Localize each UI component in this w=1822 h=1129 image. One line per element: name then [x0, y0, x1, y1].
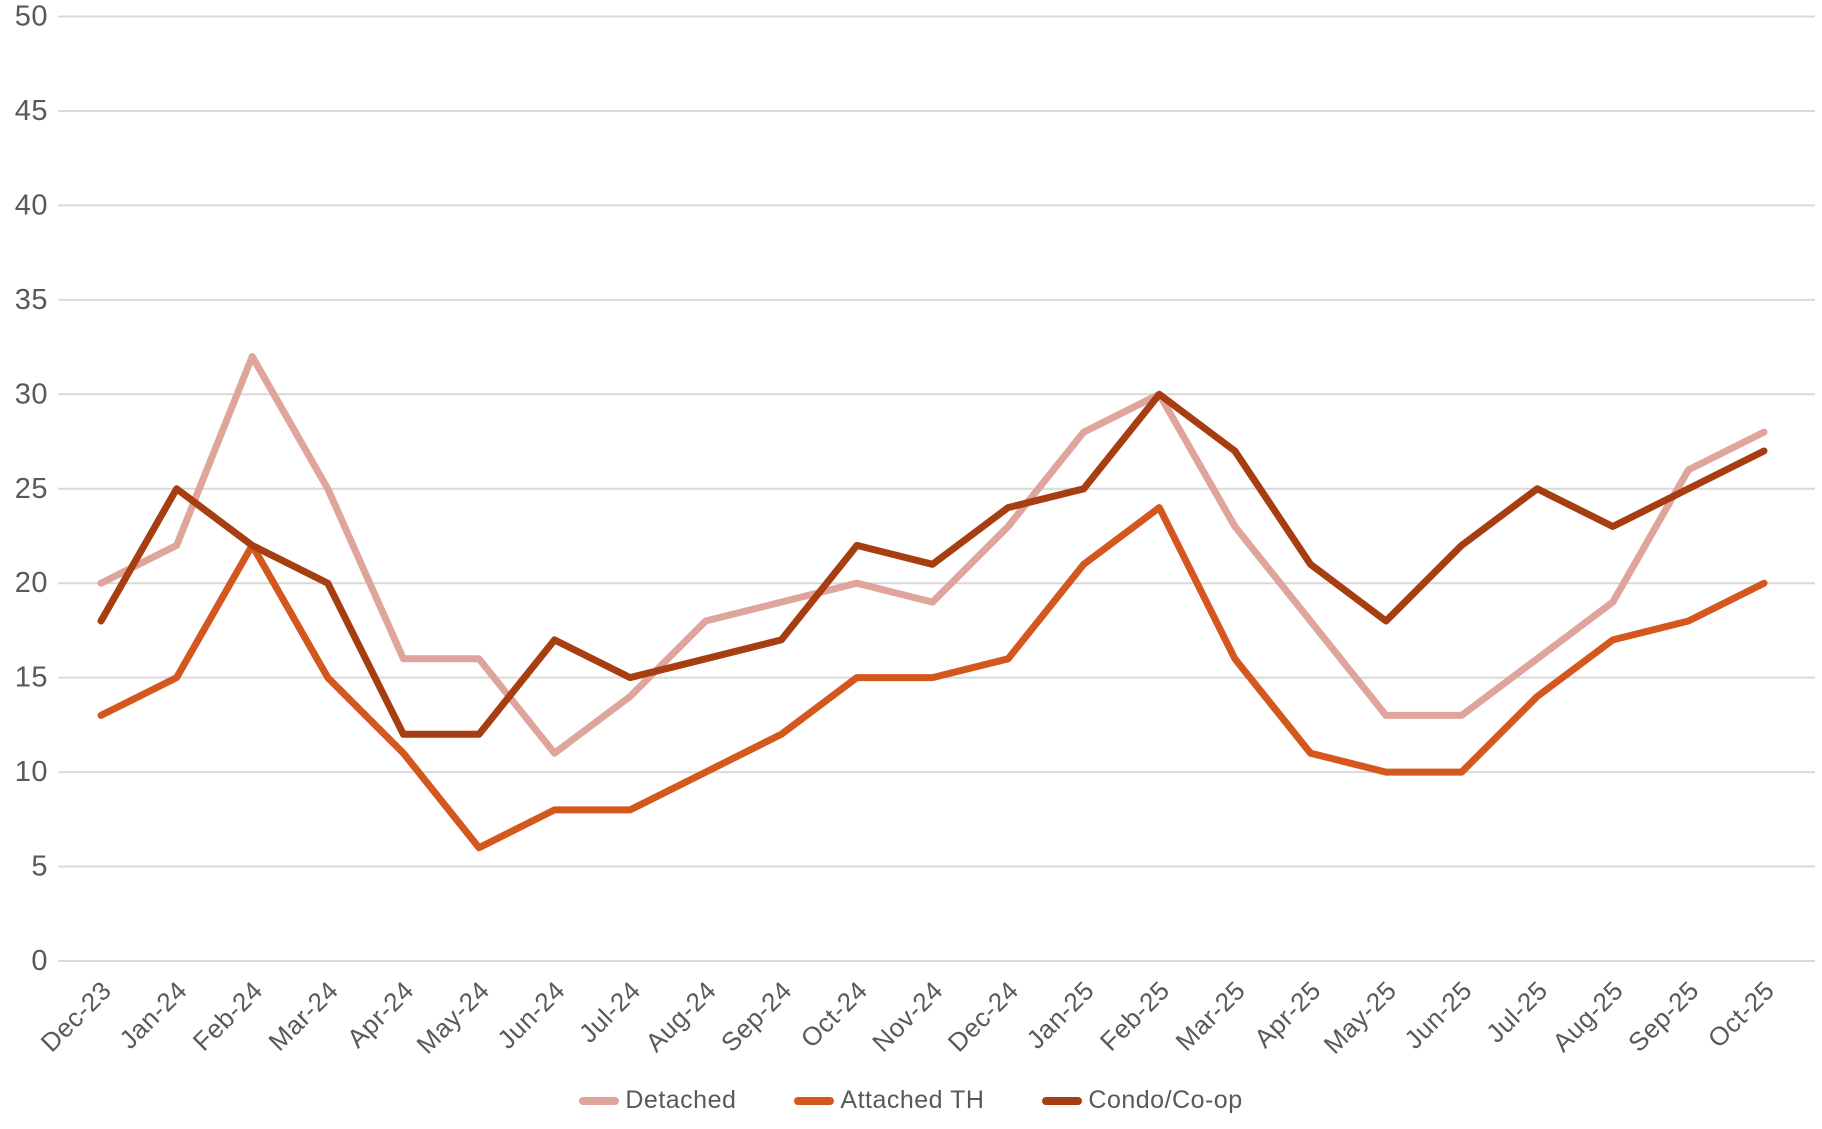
gridlines [58, 15, 1815, 962]
x-tick-label: Apr-24 [341, 975, 420, 1054]
y-tick-label: 45 [15, 95, 48, 127]
x-tick-label: Aug-25 [1546, 975, 1629, 1058]
y-axis-labels: 0 5 10 15 20 25 30 35 40 45 50 [15, 1, 48, 978]
y-tick-label: 40 [15, 189, 48, 221]
y-tick-label: 25 [15, 473, 48, 505]
x-tick-label: Oct-24 [795, 975, 874, 1054]
x-tick-label: Aug-24 [639, 975, 722, 1058]
y-tick-label: 30 [15, 378, 48, 410]
y-tick-label: 35 [15, 284, 48, 316]
series-line-attached-th [97, 504, 1768, 852]
legend-label-attached-th: Attached TH [840, 1086, 985, 1114]
y-tick-label: 20 [15, 567, 48, 599]
x-tick-label: Feb-24 [187, 975, 269, 1057]
x-tick-label: Dec-24 [942, 975, 1025, 1058]
x-axis-labels: Dec-23Jan-24Feb-24Mar-24Apr-24May-24Jun-… [35, 975, 1781, 1060]
series-line-condo-co-op [97, 390, 1768, 738]
legend: Detached Attached TH Condo/Co-op [0, 1086, 1822, 1115]
legend-swatch-condo-co-op [1042, 1096, 1083, 1105]
legend-item-condo-co-op[interactable]: Condo/Co-op [1042, 1086, 1242, 1115]
x-tick-label: Nov-24 [866, 975, 949, 1058]
x-tick-label: Dec-23 [35, 975, 118, 1058]
x-tick-label: Mar-25 [1170, 975, 1252, 1057]
x-tick-label: Jan-25 [1020, 975, 1100, 1055]
y-tick-label: 5 [31, 851, 48, 883]
x-tick-label: Jul-24 [573, 975, 646, 1048]
line-chart-canvas: 05101520253035404550Dec-23Jan-24Feb-24Ma… [15, 1, 1815, 1060]
x-tick-label: Oct-25 [1702, 975, 1781, 1054]
y-tick-label: 0 [31, 945, 48, 977]
legend-swatch-attached-th [794, 1096, 835, 1105]
x-tick-label: Jun-24 [491, 975, 571, 1055]
x-tick-label: Jul-25 [1480, 975, 1553, 1048]
x-tick-label: Jan-24 [113, 975, 193, 1055]
series-line-detached [97, 353, 1768, 757]
x-tick-label: May-24 [411, 975, 496, 1060]
x-tick-label: May-25 [1318, 975, 1403, 1060]
x-tick-label: Apr-25 [1248, 975, 1327, 1054]
legend-item-attached-th[interactable]: Attached TH [794, 1086, 984, 1115]
legend-swatch-detached [579, 1096, 620, 1105]
x-tick-label: Jun-25 [1398, 975, 1478, 1055]
x-tick-label: Sep-24 [715, 975, 798, 1058]
x-tick-label: Feb-25 [1094, 975, 1176, 1057]
y-tick-label: 50 [15, 1, 48, 33]
y-tick-label: 15 [15, 662, 48, 694]
x-tick-label: Mar-24 [262, 975, 344, 1057]
x-tick-label: Sep-25 [1622, 975, 1705, 1058]
y-tick-label: 10 [15, 756, 48, 788]
legend-item-detached[interactable]: Detached [579, 1086, 736, 1115]
legend-label-detached: Detached [625, 1086, 737, 1114]
legend-label-condo-co-op: Condo/Co-op [1088, 1086, 1243, 1114]
